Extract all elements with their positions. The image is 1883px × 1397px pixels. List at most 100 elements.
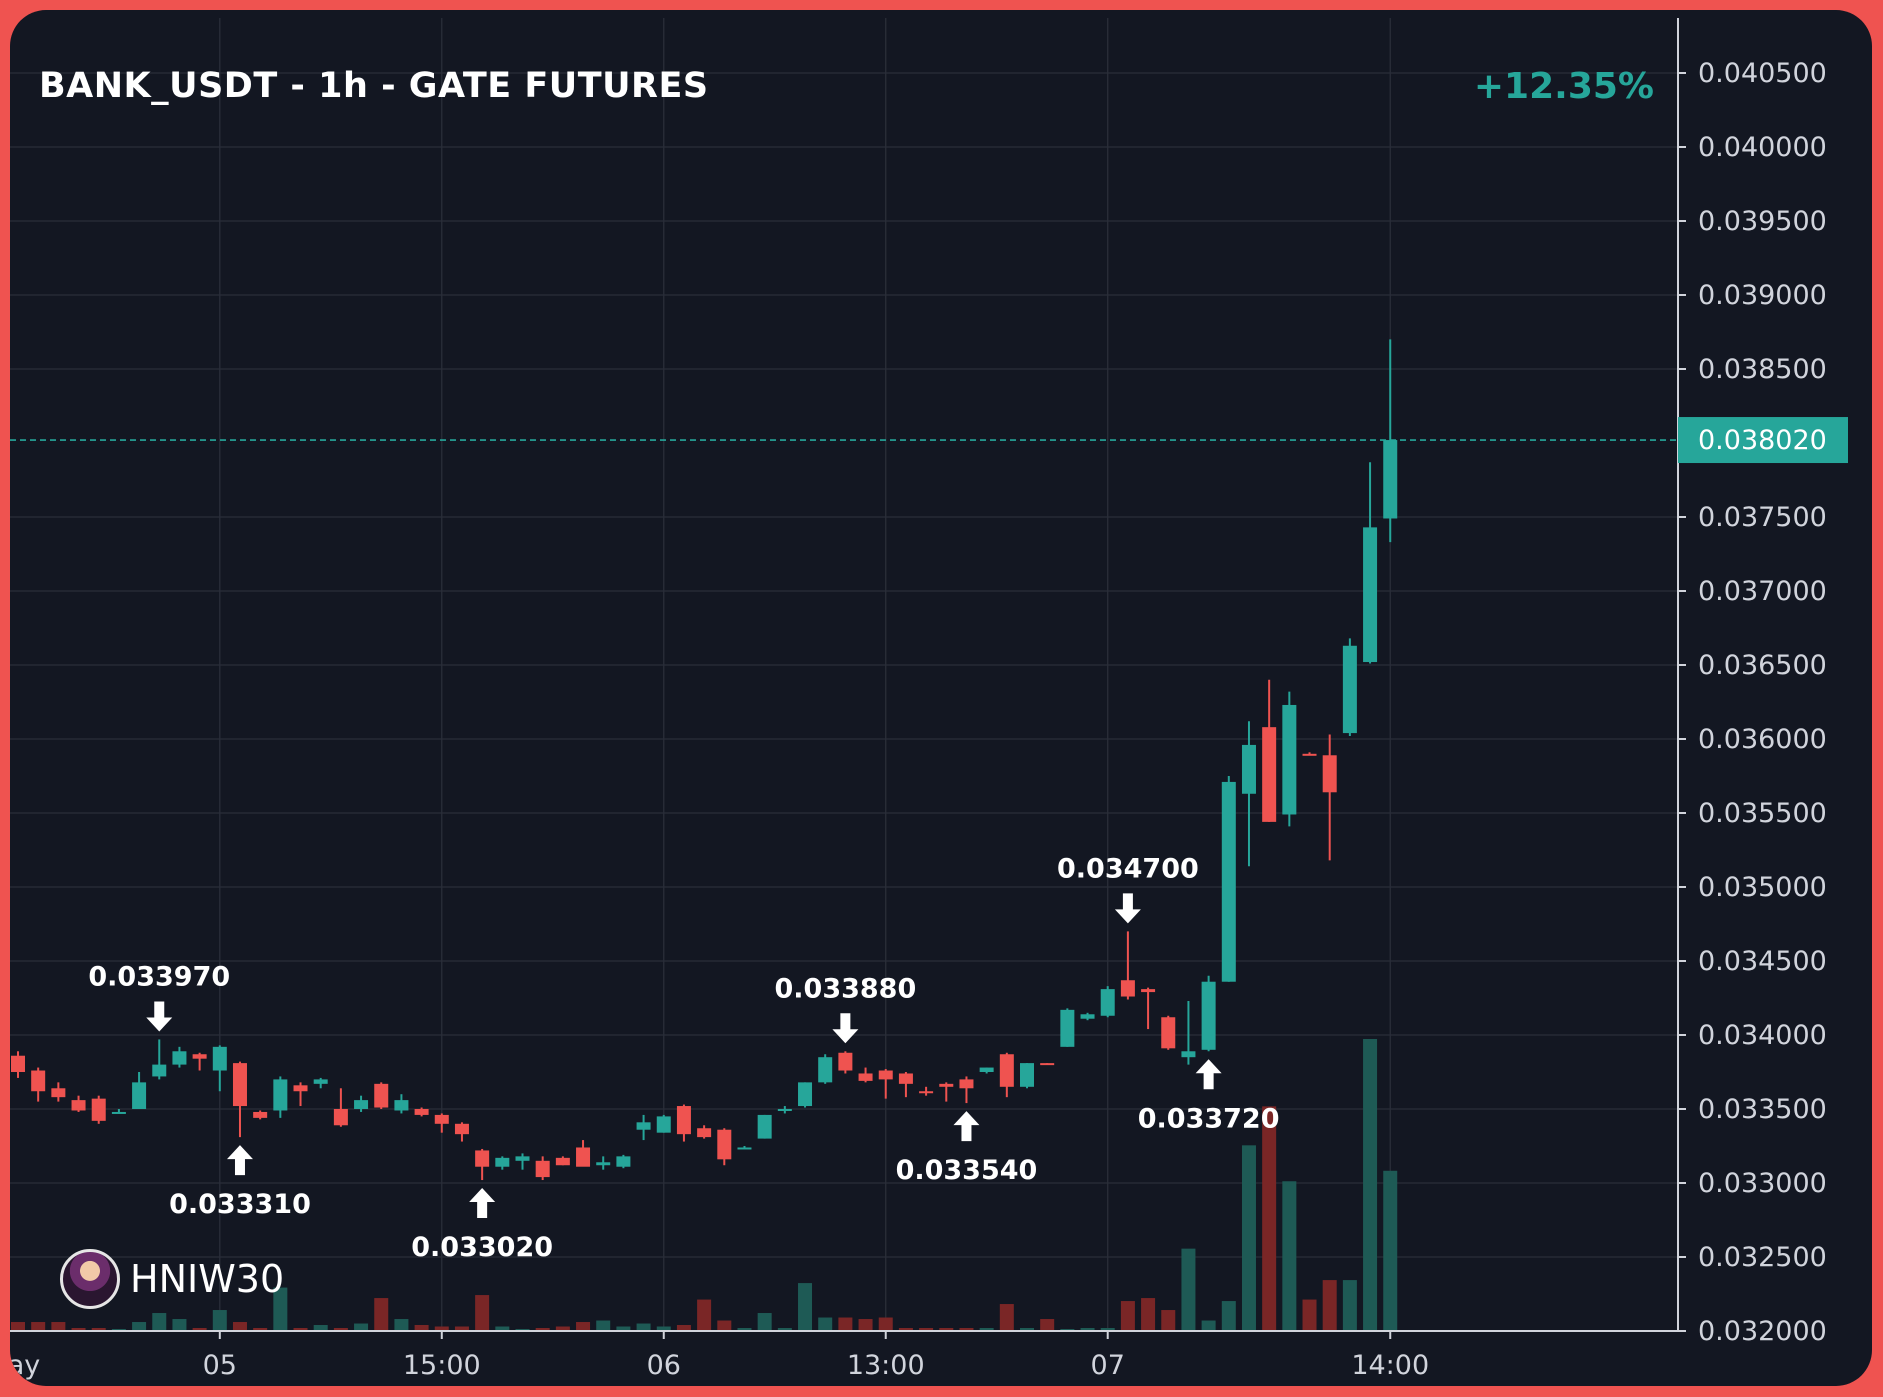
price-tick-label: 0.036500: [1698, 650, 1827, 681]
candle-body: [757, 1114, 772, 1139]
candle: [111, 1109, 126, 1114]
candle-body: [111, 1111, 126, 1114]
candle-body: [1120, 980, 1135, 997]
candle: [495, 1156, 510, 1170]
volume-bar: [212, 1310, 227, 1331]
candle: [1342, 638, 1357, 737]
candle-body: [495, 1157, 510, 1167]
last-price-badge: [1678, 417, 1848, 464]
candle: [172, 1046, 187, 1068]
candle: [414, 1107, 429, 1117]
candle: [354, 1095, 369, 1112]
volume-bar: [495, 1326, 510, 1331]
candle: [636, 1114, 651, 1141]
low-annotation: 0.033020: [411, 1188, 553, 1263]
candle: [71, 1095, 86, 1112]
candle: [656, 1114, 671, 1133]
volume-bar: [576, 1322, 591, 1331]
candle-body: [1241, 744, 1256, 794]
volume-bar: [454, 1326, 469, 1331]
candle-body: [636, 1122, 651, 1130]
volume-bar: [1322, 1280, 1337, 1331]
volume-bar: [313, 1325, 328, 1331]
annotation-label: 0.033310: [169, 1189, 311, 1220]
candle: [1161, 1015, 1176, 1050]
candle: [999, 1052, 1014, 1098]
candle-body: [1262, 727, 1277, 822]
candle: [676, 1104, 691, 1142]
candle: [1181, 1000, 1196, 1065]
candle-body: [818, 1057, 833, 1083]
high-annotation: 0.034700: [1057, 853, 1199, 924]
volume-bar: [132, 1322, 147, 1331]
volume-bar: [1080, 1328, 1095, 1331]
volume-bars: [11, 1039, 1398, 1331]
candle-body: [253, 1111, 268, 1118]
candle: [697, 1125, 712, 1139]
volume-bar: [152, 1313, 167, 1331]
volume-bar: [192, 1328, 207, 1331]
volume-bar: [434, 1326, 449, 1331]
chart-frame: 0.033970 0.033310 0.033020 0.033880 0.033540…: [10, 10, 1872, 1386]
candle-body: [232, 1063, 247, 1107]
candle-body: [454, 1123, 469, 1135]
volume-bar: [1141, 1298, 1156, 1331]
candle: [919, 1086, 934, 1096]
high-annotation: 0.033880: [774, 973, 916, 1044]
candle: [313, 1077, 328, 1089]
volume-bar: [475, 1295, 490, 1331]
annotation-label: 0.033020: [411, 1232, 553, 1263]
candle: [737, 1146, 752, 1150]
candle: [515, 1153, 530, 1170]
candle: [616, 1154, 631, 1169]
volume-bar: [898, 1328, 913, 1331]
candle: [717, 1128, 732, 1166]
time-tick-label: 14:00: [1351, 1350, 1429, 1381]
volume-bar: [1262, 1106, 1277, 1331]
volume-bar: [71, 1328, 86, 1331]
candle: [475, 1148, 490, 1181]
volume-bar: [293, 1328, 308, 1331]
volume-bar: [939, 1328, 954, 1331]
candle-body: [333, 1109, 348, 1126]
candle-body: [979, 1067, 994, 1072]
candle-body: [1221, 781, 1236, 982]
low-annotation: 0.033310: [169, 1145, 311, 1220]
volume-bar: [1100, 1328, 1115, 1331]
candle-body: [152, 1064, 167, 1077]
candle-body: [999, 1054, 1014, 1087]
candle-body: [1383, 440, 1398, 519]
volume-bar: [878, 1317, 893, 1331]
annotation-label: 0.033540: [896, 1155, 1038, 1186]
candle: [1262, 679, 1277, 822]
volume-bar: [596, 1320, 611, 1331]
candle-body: [1282, 704, 1297, 815]
annotation-label: 0.033880: [774, 973, 916, 1004]
price-tick-label: 0.037500: [1698, 502, 1827, 533]
volume-bar: [838, 1317, 853, 1331]
volume-bar: [535, 1328, 550, 1331]
candle: [535, 1156, 550, 1181]
candle-body: [1141, 989, 1156, 993]
candle-body: [212, 1046, 227, 1071]
time-tick-label: 05: [203, 1350, 237, 1381]
volume-bar: [1363, 1039, 1378, 1331]
arrow-down-icon: [832, 1013, 859, 1044]
arrow-down-icon: [1114, 893, 1141, 924]
candle: [777, 1106, 792, 1114]
candle: [576, 1140, 591, 1167]
volume-bar: [979, 1328, 994, 1331]
volume-bar: [333, 1328, 348, 1331]
volume-bar: [636, 1323, 651, 1331]
candlestick-chart[interactable]: 0.033970 0.033310 0.033020 0.033880 0.033540…: [10, 10, 1872, 1386]
candle-body: [717, 1129, 732, 1160]
candle: [152, 1039, 167, 1080]
candle: [333, 1088, 348, 1127]
arrow-down-icon: [146, 1001, 173, 1032]
time-tick-label: 06: [647, 1350, 681, 1381]
price-tick-label: 0.038500: [1698, 354, 1827, 385]
candle-body: [475, 1150, 490, 1167]
volume-bar: [1282, 1181, 1297, 1331]
volume-bar: [414, 1325, 429, 1331]
volume-bar: [1342, 1280, 1357, 1331]
